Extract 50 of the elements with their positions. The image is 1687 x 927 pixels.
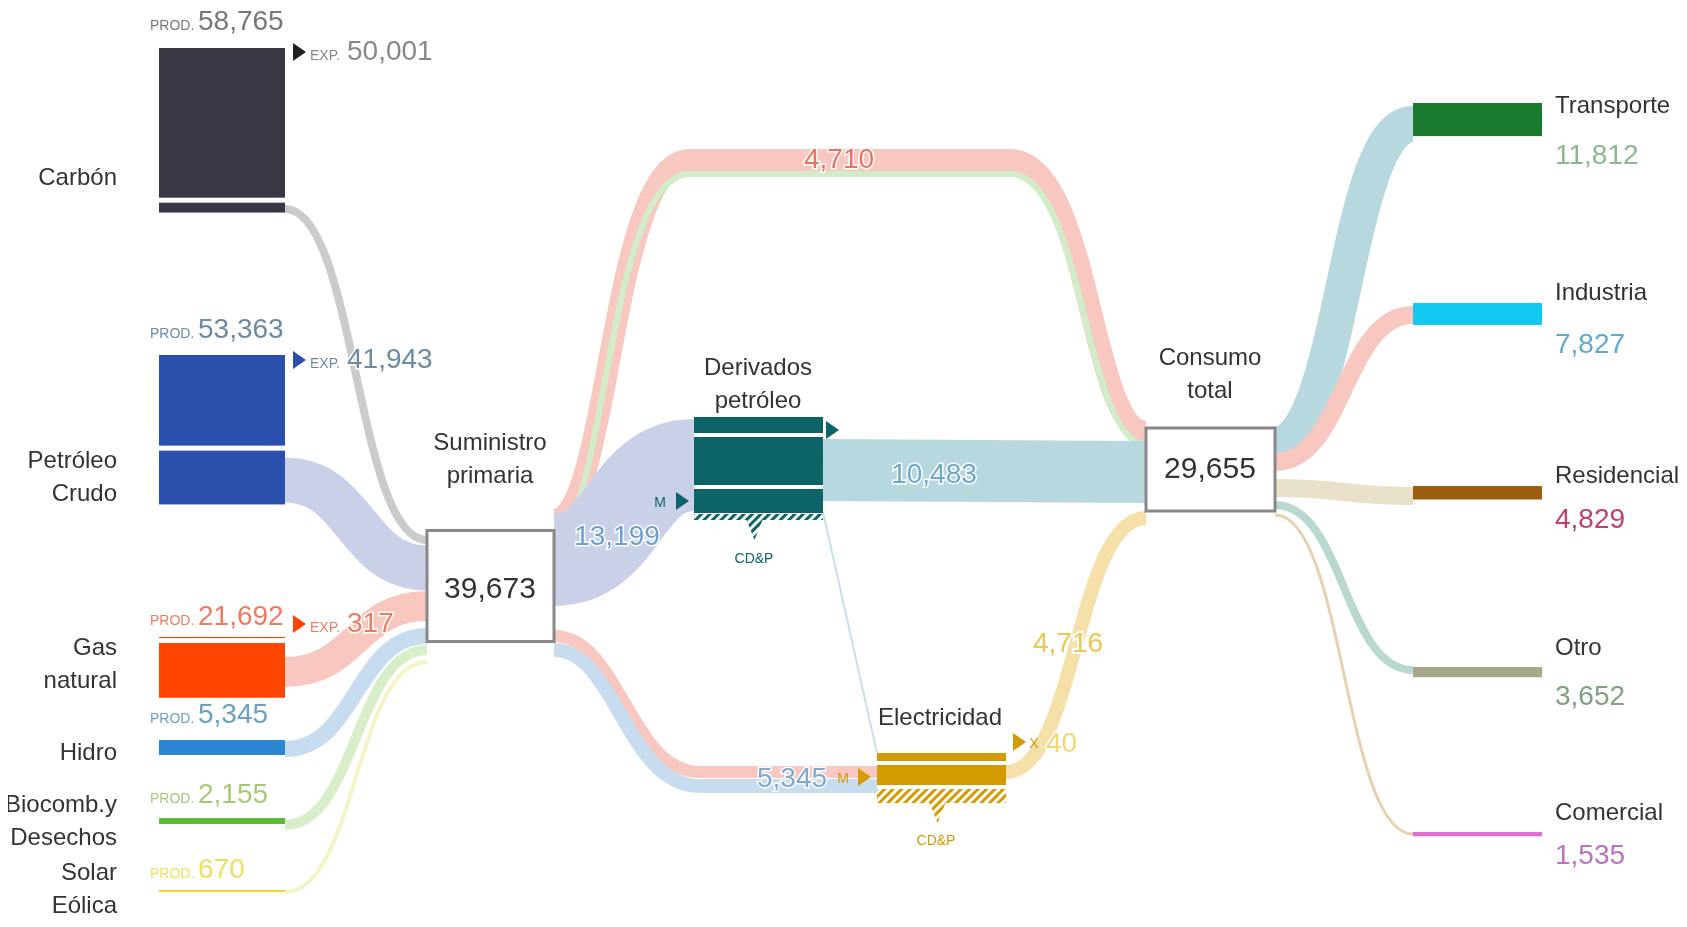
text: 13,199 [574, 520, 660, 551]
data-label: 5,345 [198, 698, 269, 729]
text: 5,345 [756, 762, 828, 793]
category-label: Otro [1555, 633, 1602, 660]
text: PROD. [150, 325, 195, 341]
category-label: Derivados petróleo [703, 353, 813, 413]
category-label: Suministro primaria [433, 428, 547, 488]
text: PROD. [150, 865, 195, 881]
category-label: Petróleo Crudo [27, 446, 117, 506]
text: M [837, 770, 849, 786]
data-label: 53,363 [198, 313, 284, 344]
text: PROD. [150, 612, 195, 628]
category-label: Electricidad [877, 703, 1003, 730]
text: 4,710 [803, 143, 875, 174]
text: PROD. [150, 790, 195, 806]
category-label: Residencial [1555, 461, 1680, 488]
text: PROD. [150, 17, 195, 33]
text: EXP. [310, 47, 341, 63]
category-label: Comercial [1555, 798, 1664, 825]
text: X [1029, 735, 1040, 751]
text: 50,001 [347, 35, 433, 66]
text: CD&P [734, 550, 774, 566]
category-label: Solar Eólica [51, 858, 118, 918]
data-label: 4,829 [1555, 502, 1626, 534]
data-label: 39,673 [444, 571, 536, 604]
text: EXP. [310, 619, 341, 635]
text: 317 [347, 607, 394, 638]
text: 4,716 [1032, 627, 1104, 658]
text: PROD. [150, 710, 195, 726]
category-label: Hidro [59, 738, 117, 765]
text: 41,943 [347, 343, 433, 374]
text: M [654, 494, 666, 510]
data-label: 21,692 [198, 600, 284, 631]
data-label: 3,652 [1555, 680, 1626, 712]
data-label: 7,827 [1555, 327, 1626, 359]
data-label: 58,765 [198, 5, 284, 36]
text: CD&P [916, 832, 956, 848]
category-label: Consumo total [1158, 343, 1262, 403]
category-label: Gas natural [43, 633, 117, 693]
text: 40 [1046, 727, 1078, 758]
data-label: 1,535 [1555, 839, 1626, 871]
text: 10,483 [891, 458, 977, 489]
data-label: 11,812 [1555, 139, 1639, 171]
data-label: 670 [198, 853, 245, 884]
category-label: Industria [1555, 278, 1648, 305]
data-label: 29,655 [1164, 451, 1256, 484]
category-label: Carbón [38, 163, 117, 190]
data-label: 2,155 [198, 778, 269, 809]
category-label: Transporte [1555, 91, 1671, 118]
text: EXP. [310, 355, 341, 371]
